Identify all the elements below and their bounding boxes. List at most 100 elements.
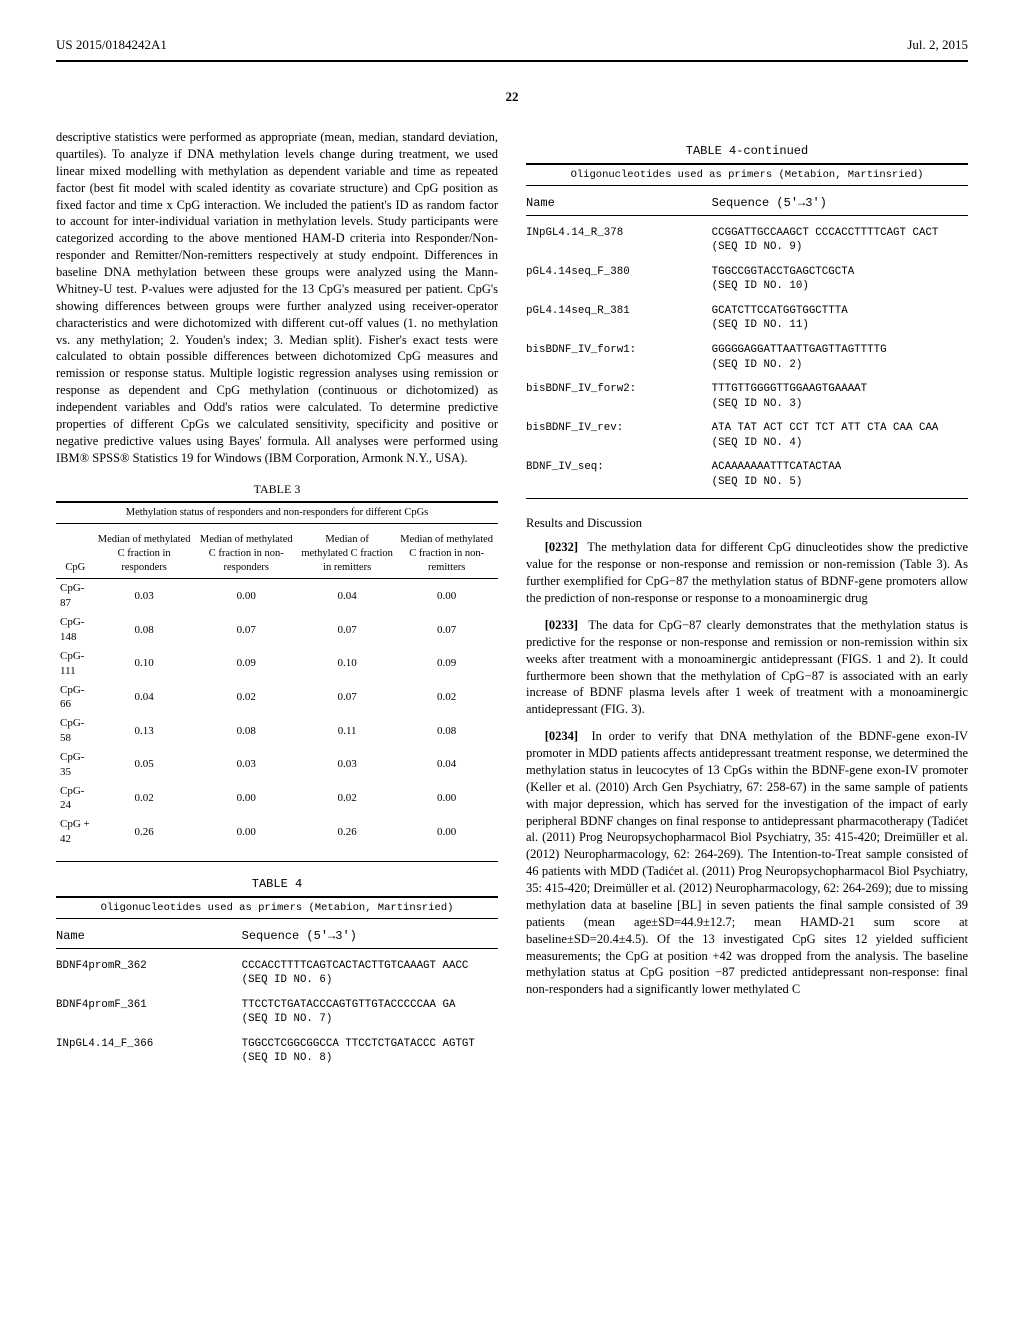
primer-row: pGL4.14seq_R_381GCATCTTCCATGGTGGCTTTA(SE… (526, 294, 968, 333)
table4-subcaption: Oligonucleotides used as primers (Metabi… (56, 897, 498, 919)
table-cell: 0.07 (395, 613, 498, 647)
table-cell: 0.09 (395, 647, 498, 681)
para-0233: [0233] The data for CpG−87 clearly demon… (526, 617, 968, 718)
para-0233-text: The data for CpG−87 clearly demonstrates… (526, 618, 968, 716)
table-cell: 0.00 (194, 579, 299, 613)
table-cell: 0.00 (395, 579, 498, 613)
results-discussion-heading: Results and Discussion (526, 515, 968, 532)
table-cell: 0.00 (395, 815, 498, 851)
table4-caption: TABLE 4 (56, 876, 498, 892)
primer-name: bisBDNF_IV_forw1: (526, 343, 712, 372)
table3-col4: Median of methylated C fraction in non-r… (395, 530, 498, 579)
table3-col0: CpG (56, 530, 95, 579)
table-cell: 0.26 (95, 815, 194, 851)
primer-name: pGL4.14seq_R_381 (526, 304, 712, 333)
primer-sequence: TGGCCTCGGCGGCCA TTCCTCTGATACCC AGTGT(SEQ… (242, 1037, 498, 1066)
table-cell: 0.07 (194, 613, 299, 647)
table-cell: CpG-24 (56, 782, 95, 816)
primer-name: BDNF_IV_seq: (526, 460, 712, 489)
primer-row: BDNF_IV_seq:ACAAAAAAATTTCATACTAA(SEQ ID … (526, 450, 968, 489)
primer-sequence: CCCACCTTTTCAGTCACTACTTGTCAAAGT AACC(SEQ … (242, 959, 498, 988)
primer-name: BDNF4promR_362 (56, 959, 242, 988)
para-0232-label: [0232] (545, 540, 578, 554)
primer-row: pGL4.14seq_F_380TGGCCGGTACCTGAGCTCGCTA(S… (526, 255, 968, 294)
primer-row: INpGL4.14_R_378CCGGATTGCCAAGCT CCCACCTTT… (526, 216, 968, 255)
seq-id: (SEQ ID NO. 2) (712, 358, 968, 373)
para-0232-text: The methylation data for different CpG d… (526, 540, 968, 605)
primer-row: bisBDNF_IV_rev:ATA TAT ACT CCT TCT ATT C… (526, 411, 968, 450)
primer-row: bisBDNF_IV_forw1:GGGGGAGGATTAATTGAGTTAGT… (526, 333, 968, 372)
seq-id: (SEQ ID NO. 8) (242, 1051, 498, 1066)
table-cell: CpG-111 (56, 647, 95, 681)
primer-sequence: GGGGGAGGATTAATTGAGTTAGTTTTG(SEQ ID NO. 2… (712, 343, 968, 372)
seq-id: (SEQ ID NO. 5) (712, 475, 968, 490)
seq-id: (SEQ ID NO. 9) (712, 240, 968, 255)
descriptive-stats-paragraph: descriptive statistics were performed as… (56, 129, 498, 467)
primer-sequence: TTCCTCTGATACCCAGTGTTGTACCCCCAA GA(SEQ ID… (242, 998, 498, 1027)
table-row: CpG-580.130.080.110.08 (56, 714, 498, 748)
table-cell: 0.03 (299, 748, 395, 782)
primer-sequence: ACAAAAAAATTTCATACTAA(SEQ ID NO. 5) (712, 460, 968, 489)
table-cell: CpG-148 (56, 613, 95, 647)
primer-sequence: CCGGATTGCCAAGCT CCCACCTTTTCAGT CACT(SEQ … (712, 226, 968, 255)
table3-end-rule (56, 861, 498, 862)
table-cell: 0.03 (95, 579, 194, 613)
table4c-head-seq: Sequence (5'→3') (712, 195, 968, 211)
table3-subcaption: Methylation status of responders and non… (56, 502, 498, 524)
table-cell: 0.00 (194, 815, 299, 851)
right-column: TABLE 4-continued Oligonucleotides used … (526, 129, 968, 1066)
table-row: CpG-240.020.000.020.00 (56, 782, 498, 816)
table-cell: 0.00 (194, 782, 299, 816)
primer-sequence: ATA TAT ACT CCT TCT ATT CTA CAA CAA(SEQ … (712, 421, 968, 450)
seq-id: (SEQ ID NO. 7) (242, 1012, 498, 1027)
table3-col2: Median of methylated C fraction in non-r… (194, 530, 299, 579)
primer-row: BDNF4promF_361TTCCTCTGATACCCAGTGTTGTACCC… (56, 988, 498, 1027)
primer-sequence: TTTGTTGGGGTTGGAAGTGAAAAT(SEQ ID NO. 3) (712, 382, 968, 411)
table-cell: 0.09 (194, 647, 299, 681)
table-cell: CpG-87 (56, 579, 95, 613)
table4-head-name: Name (56, 928, 242, 944)
table-cell: CpG + 42 (56, 815, 95, 851)
table3-caption: TABLE 3 (56, 481, 498, 497)
table-cell: 0.11 (299, 714, 395, 748)
table-row: CpG-350.050.030.030.04 (56, 748, 498, 782)
table-cell: 0.10 (299, 647, 395, 681)
table-cell: 0.08 (95, 613, 194, 647)
header-rule (56, 60, 968, 62)
seq-id: (SEQ ID NO. 4) (712, 436, 968, 451)
primer-name: pGL4.14seq_F_380 (526, 265, 712, 294)
table-cell: CpG-66 (56, 681, 95, 715)
table-cell: 0.02 (395, 681, 498, 715)
seq-id: (SEQ ID NO. 10) (712, 279, 968, 294)
table4c-end-rule (526, 498, 968, 499)
table3-header-row: CpG Median of methylated C fraction in r… (56, 530, 498, 579)
table4-header-row: Name Sequence (5'→3') (56, 925, 498, 948)
table-cell: CpG-58 (56, 714, 95, 748)
table-cell: 0.02 (194, 681, 299, 715)
primer-name: bisBDNF_IV_rev: (526, 421, 712, 450)
table-cell: 0.10 (95, 647, 194, 681)
left-column: descriptive statistics were performed as… (56, 129, 498, 1066)
table-row: CpG + 420.260.000.260.00 (56, 815, 498, 851)
patent-number: US 2015/0184242A1 (56, 36, 167, 54)
primer-row: INpGL4.14_F_366TGGCCTCGGCGGCCA TTCCTCTGA… (56, 1027, 498, 1066)
table-row: CpG-870.030.000.040.00 (56, 579, 498, 613)
table3-col3: Median of methylated C fraction in remit… (299, 530, 395, 579)
table-cell: 0.04 (95, 681, 194, 715)
table-cell: 0.08 (194, 714, 299, 748)
page-number: 22 (56, 88, 968, 106)
table-cell: 0.03 (194, 748, 299, 782)
para-0234: [0234] In order to verify that DNA methy… (526, 728, 968, 998)
para-0232: [0232] The methylation data for differen… (526, 539, 968, 607)
table4c-caption: TABLE 4-continued (526, 143, 968, 159)
two-column-layout: descriptive statistics were performed as… (56, 129, 968, 1066)
primer-name: BDNF4promF_361 (56, 998, 242, 1027)
table-cell: CpG-35 (56, 748, 95, 782)
table4c-header-row: Name Sequence (5'→3') (526, 192, 968, 215)
primer-row: bisBDNF_IV_forw2:TTTGTTGGGGTTGGAAGTGAAAA… (526, 372, 968, 411)
primer-row: BDNF4promR_362CCCACCTTTTCAGTCACTACTTGTCA… (56, 949, 498, 988)
table-row: CpG-660.040.020.070.02 (56, 681, 498, 715)
table4-head-seq: Sequence (5'→3') (242, 928, 498, 944)
table3-col1: Median of methylated C fraction in respo… (95, 530, 194, 579)
primer-sequence: GCATCTTCCATGGTGGCTTTA(SEQ ID NO. 11) (712, 304, 968, 333)
